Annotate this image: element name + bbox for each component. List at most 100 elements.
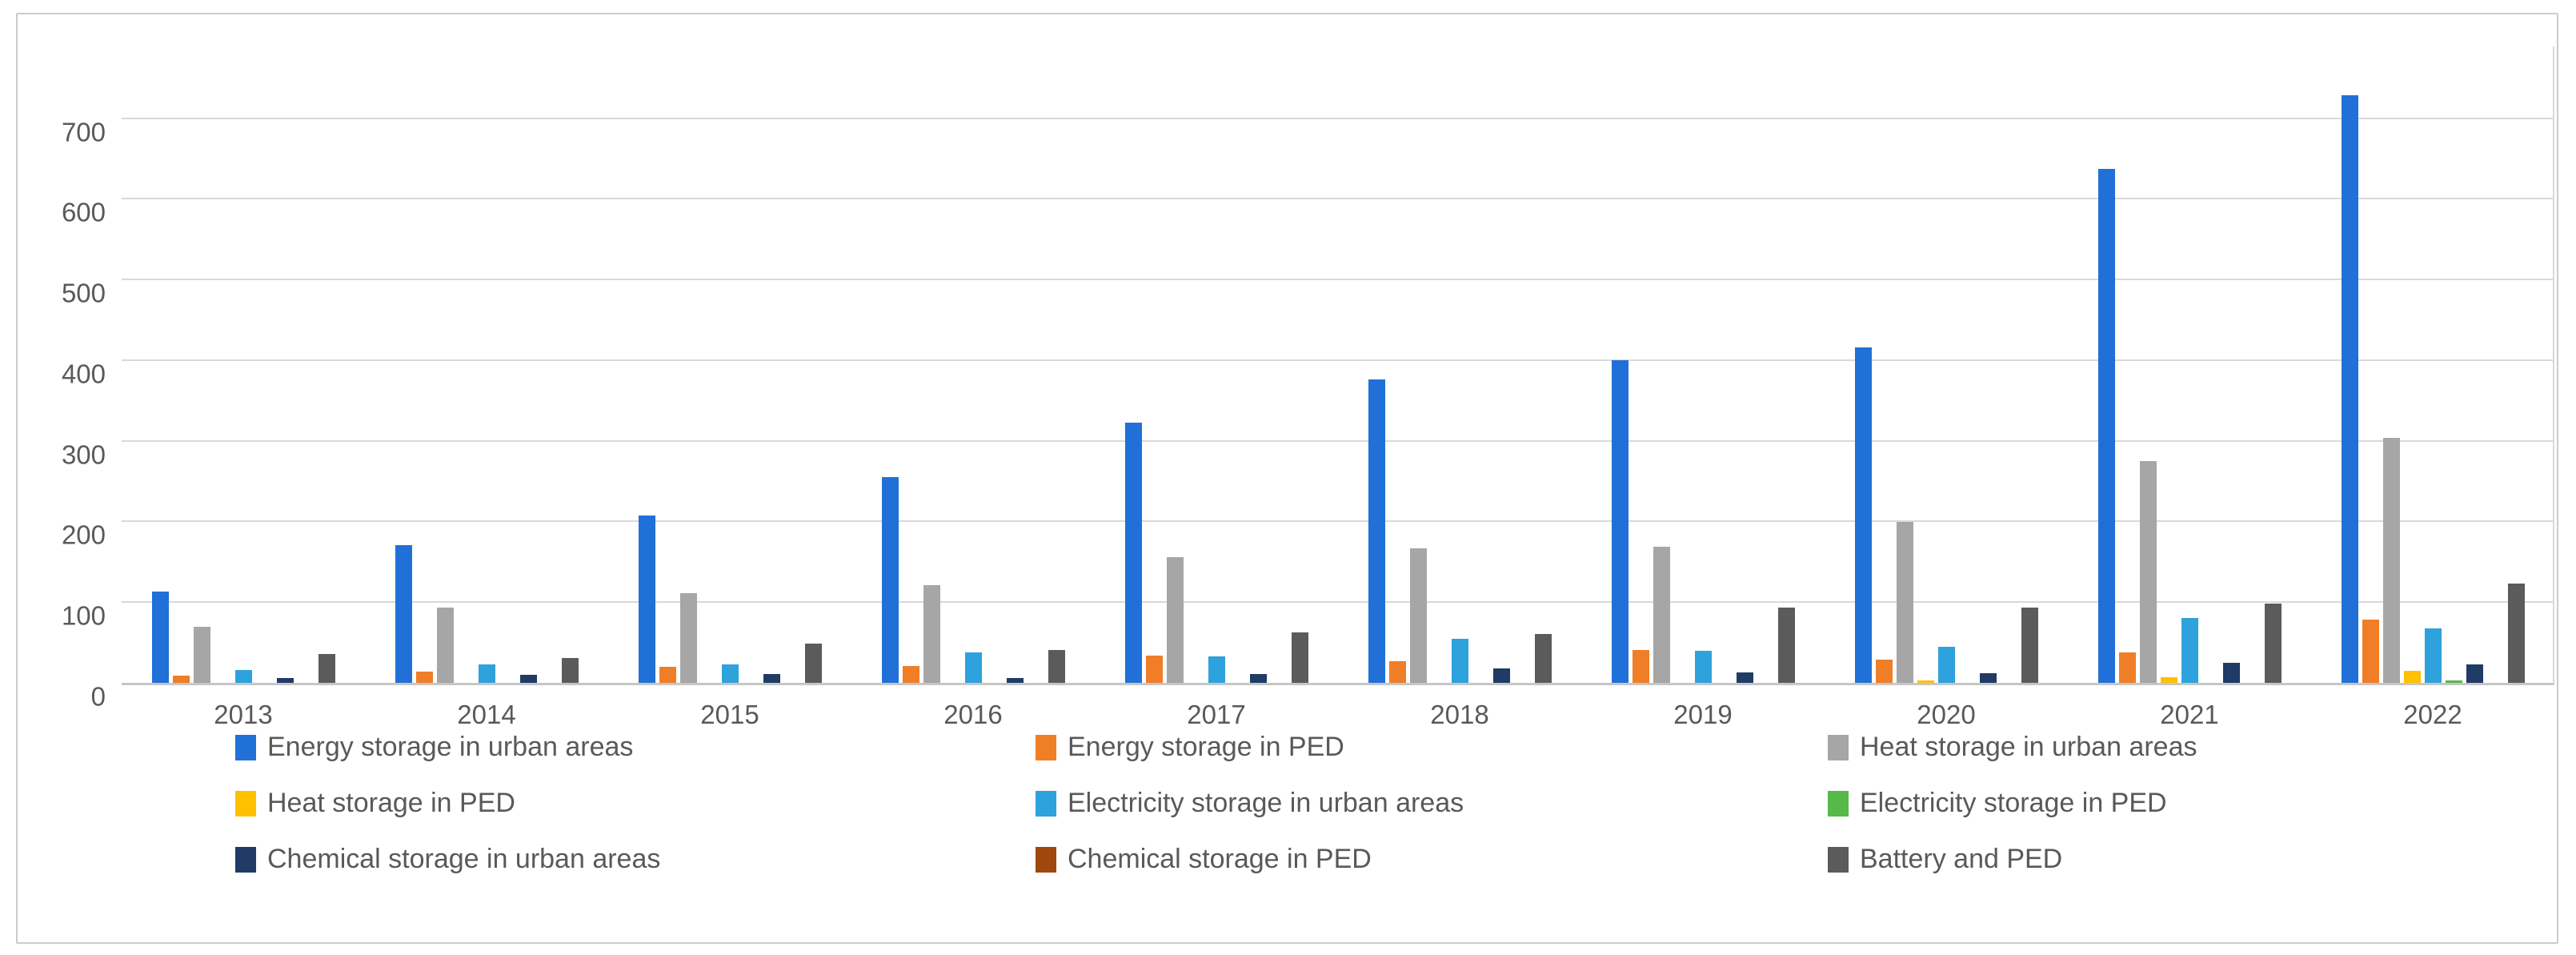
bar-group-2020 [1825, 46, 2068, 684]
bar [804, 644, 822, 684]
bar [193, 627, 210, 684]
x-axis-tick-label: 2015 [700, 700, 759, 729]
gridline [122, 601, 2554, 604]
bar [2097, 169, 2115, 684]
bar [679, 593, 697, 684]
bar [2118, 652, 2136, 684]
bar [2181, 618, 2198, 684]
legend-swatch [235, 846, 256, 873]
bar [395, 545, 412, 684]
y-axis-tick-label: 400 [61, 359, 106, 389]
legend-swatch [1828, 734, 1849, 760]
bar-group-2018 [1338, 46, 1581, 684]
bar [881, 477, 899, 684]
bar [1048, 650, 1065, 684]
x-axis-labels: 2013 2014 2015 2016 2017 2018 2019 2020 2021 2022 [122, 700, 2554, 730]
x-axis-tick-label: 2013 [214, 700, 273, 729]
legend-swatch [1828, 846, 1849, 873]
legend-label: Electricity storage in urban areas [1068, 788, 1464, 818]
bar [1632, 650, 1649, 684]
bar [1006, 678, 1024, 684]
bar [1854, 347, 1872, 684]
legend-item: Heat storage in PED [235, 788, 515, 819]
bar [151, 592, 169, 684]
bar [1388, 661, 1406, 684]
gridline [122, 279, 2554, 281]
gridline [122, 439, 2554, 442]
bar [1896, 522, 1913, 684]
legend-label: Chemical storage in PED [1068, 844, 1372, 874]
legend-item: Energy storage in PED [1036, 732, 1344, 763]
bar [436, 608, 454, 684]
bar [1249, 674, 1267, 684]
legend-swatch [235, 790, 256, 817]
legend-label: Chemical storage in urban areas [267, 844, 661, 874]
legend-label: Energy storage in urban areas [267, 732, 634, 762]
bar [2424, 628, 2442, 684]
bar [1736, 672, 1753, 684]
bar [1208, 656, 1225, 684]
bar [234, 670, 252, 684]
bar [2362, 620, 2379, 684]
bar [638, 516, 655, 684]
legend-swatch [1036, 846, 1056, 873]
bar [318, 654, 335, 684]
bar [2445, 680, 2462, 684]
bar [1917, 680, 1934, 684]
legend-label: Energy storage in PED [1068, 732, 1344, 762]
x-axis-tick-label: 2014 [457, 700, 516, 729]
y-axis-tick-label: 700 [61, 117, 106, 147]
bar-group-2014 [365, 46, 608, 684]
bar-group-2017 [1095, 46, 1338, 684]
bar [2507, 584, 2525, 684]
bar-group-2022 [2311, 46, 2554, 684]
bar-group-2015 [608, 46, 851, 684]
bar [1875, 660, 1893, 684]
x-axis-line [122, 683, 2554, 685]
bar [2139, 461, 2157, 684]
x-axis-tick-label: 2021 [2160, 700, 2219, 729]
y-axis-tick-label: 500 [61, 278, 106, 308]
legend-item: Electricity storage in PED [1828, 788, 2167, 819]
bar [1166, 557, 1184, 684]
bar [2341, 95, 2358, 684]
bar [1145, 656, 1163, 684]
bar [1124, 423, 1142, 684]
legend-swatch [1036, 734, 1056, 760]
bar [1979, 673, 1997, 684]
bar [1291, 632, 1308, 684]
x-axis-tick-label: 2022 [2403, 700, 2462, 729]
x-axis-tick-label: 2016 [943, 700, 1003, 729]
bar-group-2016 [851, 46, 1095, 684]
legend-item: Battery and PED [1828, 844, 2062, 875]
chart-frame: 0 100 200 300 400 500 600 700 2013 2014 2015 2016 2… [16, 13, 2558, 944]
bar [923, 585, 940, 684]
bar [902, 666, 919, 684]
plot-right-border [2553, 46, 2554, 684]
bar [1492, 668, 1510, 684]
legend-item: Electricity storage in urban areas [1036, 788, 1464, 819]
y-axis-tick-label: 600 [61, 197, 106, 227]
bar [2264, 604, 2282, 684]
gridline [122, 520, 2554, 523]
bar [659, 667, 676, 684]
legend-swatch [1828, 790, 1849, 817]
legend-item: Heat storage in urban areas [1828, 732, 2197, 763]
bar [276, 678, 294, 684]
bar [415, 672, 433, 684]
legend-label: Battery and PED [1860, 844, 2063, 874]
gridline [122, 117, 2554, 119]
bar [1653, 547, 1670, 684]
bar [1451, 639, 1468, 684]
gridline [122, 359, 2554, 361]
legend-label: Heat storage in urban areas [1860, 732, 2197, 762]
bar-group-2019 [1581, 46, 1825, 684]
bar [2160, 677, 2177, 684]
x-axis-tick-label: 2017 [1187, 700, 1246, 729]
bar [1777, 608, 1795, 684]
x-axis-tick-label: 2019 [1673, 700, 1733, 729]
bar [2466, 664, 2483, 684]
bar [1368, 379, 1385, 684]
bar-groups-layer [122, 46, 2554, 684]
